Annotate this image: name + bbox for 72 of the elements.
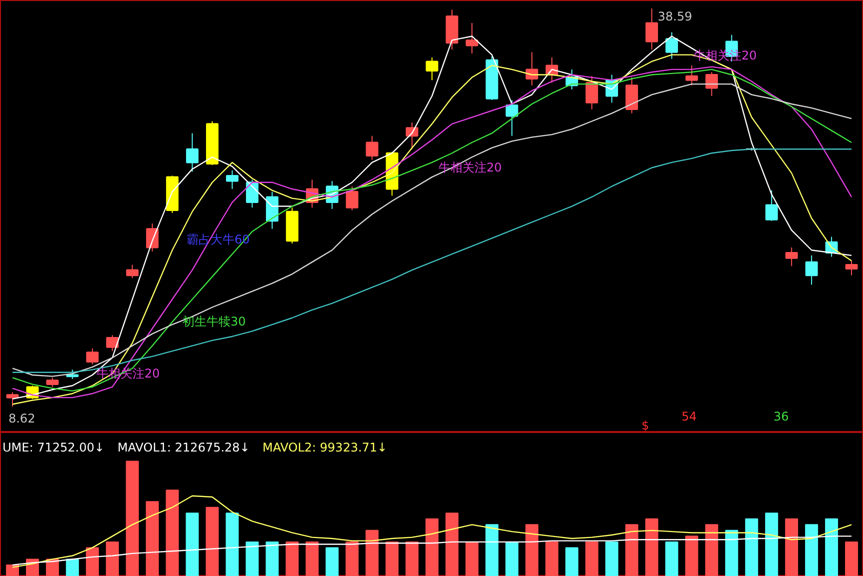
text: $ bbox=[642, 418, 650, 432]
text: MAVOL2: 99323.71↓ bbox=[262, 440, 388, 454]
bar bbox=[465, 541, 478, 576]
candlestick bbox=[845, 260, 858, 276]
bar bbox=[605, 541, 618, 576]
text: 8.62 bbox=[8, 412, 36, 426]
bar bbox=[645, 518, 658, 576]
candlestick bbox=[366, 135, 378, 160]
bar bbox=[505, 541, 518, 576]
bar bbox=[545, 541, 558, 576]
bar bbox=[266, 541, 279, 576]
bar bbox=[765, 512, 778, 576]
bar bbox=[106, 541, 119, 576]
bar bbox=[406, 541, 419, 576]
candlestick bbox=[765, 190, 778, 222]
bar bbox=[306, 541, 319, 576]
bar bbox=[725, 530, 738, 576]
candlestick bbox=[685, 64, 698, 86]
bar bbox=[525, 524, 538, 576]
bar bbox=[226, 512, 239, 576]
candlestick bbox=[665, 32, 678, 60]
candlestick bbox=[6, 392, 19, 408]
bar bbox=[386, 541, 399, 576]
bar bbox=[146, 501, 159, 576]
text: UME: 71252.00↓ bbox=[2, 440, 104, 454]
candlestick bbox=[126, 264, 139, 279]
candlestick bbox=[426, 56, 438, 81]
bar bbox=[346, 541, 359, 576]
candlestick bbox=[226, 170, 238, 190]
text: 36 bbox=[774, 410, 789, 424]
annotation: 初生牛犊30 bbox=[182, 314, 246, 328]
candlestick bbox=[506, 100, 518, 136]
bar bbox=[366, 530, 379, 576]
candlestick bbox=[46, 377, 59, 388]
bar bbox=[246, 541, 259, 576]
bar bbox=[326, 547, 339, 576]
candlestick bbox=[805, 254, 818, 286]
candlestick bbox=[705, 72, 718, 97]
bar bbox=[685, 536, 698, 576]
candlestick bbox=[586, 76, 598, 110]
bar bbox=[485, 524, 498, 576]
text: MAVOL1: 212675.28↓ bbox=[118, 440, 250, 454]
candlestick bbox=[785, 246, 798, 267]
annotation: 38.59 bbox=[658, 9, 692, 24]
bar bbox=[705, 524, 718, 576]
bar bbox=[426, 518, 438, 576]
candlestick bbox=[186, 132, 199, 172]
bar bbox=[665, 541, 678, 576]
bar bbox=[825, 518, 838, 576]
bar bbox=[6, 564, 19, 576]
bar bbox=[66, 558, 79, 576]
bar bbox=[565, 547, 578, 576]
candlestick bbox=[106, 334, 119, 352]
candlestick bbox=[86, 348, 99, 365]
bar bbox=[445, 512, 458, 576]
bar bbox=[86, 547, 99, 576]
candlestick bbox=[626, 76, 638, 114]
candlestick bbox=[646, 8, 658, 50]
bar bbox=[286, 541, 299, 576]
bar bbox=[166, 490, 179, 576]
bar bbox=[745, 518, 758, 576]
bar bbox=[186, 512, 199, 576]
candlestick bbox=[346, 186, 358, 211]
candlestick bbox=[466, 22, 478, 54]
bar bbox=[625, 524, 638, 576]
bar bbox=[206, 506, 219, 576]
bar bbox=[585, 541, 598, 576]
text: 54 bbox=[682, 410, 697, 424]
bar bbox=[126, 460, 139, 576]
bar bbox=[805, 524, 818, 576]
bar bbox=[785, 518, 798, 576]
bar bbox=[845, 541, 858, 576]
